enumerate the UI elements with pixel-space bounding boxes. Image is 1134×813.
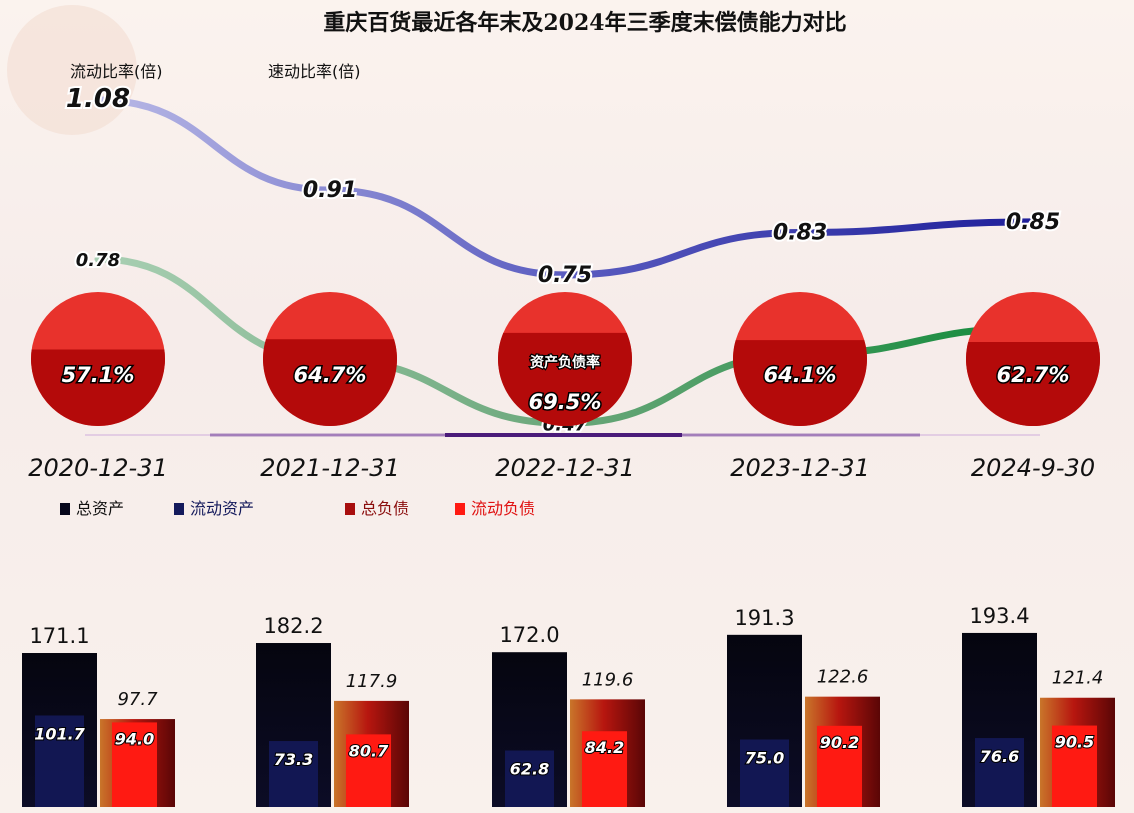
- legend-swatch-total-liabilities: [345, 503, 355, 515]
- legend-current-assets: 流动资产: [190, 499, 254, 518]
- date-label-2: 2022-12-31: [495, 454, 634, 482]
- current-ratio-label-1: 0.91: [303, 178, 357, 203]
- pie-3: 64.1%: [733, 292, 868, 426]
- pie-0: 57.1%: [30, 292, 165, 427]
- pie-fill-0: [30, 349, 165, 427]
- label-total-assets-2: 172.0: [499, 623, 559, 647]
- pie-fill-1: [263, 339, 398, 426]
- bar-current-liabilities-1: [346, 734, 391, 807]
- label-total-liabilities-0: 97.7: [117, 689, 158, 710]
- pie-2: 资产负债率 69.5%: [498, 292, 632, 426]
- bar-group-2: 172.0 119.6 62.8 84.2: [492, 623, 645, 807]
- legend-swatch-current-assets: [174, 503, 184, 515]
- pie-fill-4: [965, 341, 1100, 427]
- pie-label-0: 57.1%: [62, 363, 135, 387]
- label-current-assets-3: 75.0: [745, 749, 784, 768]
- label-current-liabilities-4: 90.5: [1055, 733, 1094, 752]
- bar-legend: 总资产 流动资产 总负债 流动负债: [60, 499, 535, 518]
- bar-current-assets-0: [35, 715, 84, 807]
- pie-fill-2: [498, 332, 632, 426]
- pie-fill-3: [733, 340, 868, 426]
- label-total-assets-1: 182.2: [263, 614, 323, 638]
- bar-current-liabilities-3: [817, 725, 862, 807]
- legend-swatch-total-assets: [60, 503, 70, 515]
- legend-swatch-current-liabilities: [455, 503, 465, 515]
- label-total-liabilities-2: 119.6: [582, 669, 634, 690]
- label-current-liabilities-1: 80.7: [349, 741, 389, 760]
- line-legend: 流动比率(倍) 速动比率(倍): [37, 62, 361, 81]
- bar-current-liabilities-2: [582, 731, 627, 807]
- legend-quick-ratio: 速动比率(倍): [268, 62, 361, 81]
- date-label-4: 2024-9-30: [971, 454, 1095, 482]
- balance-bars: 171.1 97.7 101.7 94.0 182.2 117.9 73.3 80.7 172.…: [22, 604, 1115, 807]
- chart-title: 重庆百货最近各年末及2024年三季度末偿债能力对比: [323, 10, 846, 36]
- legend-current-ratio: 流动比率(倍): [70, 62, 163, 81]
- label-total-assets-4: 193.4: [969, 604, 1029, 628]
- label-current-liabilities-2: 84.2: [585, 738, 624, 757]
- bar-current-assets-2: [505, 750, 554, 807]
- legend-total-liabilities: 总负债: [361, 499, 409, 518]
- pie-4: 62.7%: [965, 292, 1100, 427]
- label-total-assets-3: 191.3: [734, 606, 794, 630]
- pie-label-4: 62.7%: [997, 363, 1070, 387]
- bar-group-4: 193.4 121.4 76.6 90.5: [962, 604, 1115, 807]
- current-ratio-label-3: 0.83: [773, 221, 827, 246]
- date-label-1: 2021-12-31: [260, 454, 399, 482]
- bar-current-assets-4: [975, 738, 1024, 807]
- pie-1: 64.7%: [263, 292, 398, 426]
- label-current-liabilities-3: 90.2: [820, 733, 859, 752]
- pie-label-2: 69.5%: [529, 390, 602, 414]
- current-ratio-label-2: 0.75: [538, 263, 592, 288]
- bar-current-liabilities-0: [112, 722, 157, 807]
- quick-ratio-label-0: 0.78: [76, 250, 120, 271]
- pie-label-3: 64.1%: [764, 363, 837, 387]
- bar-group-3: 191.3 122.6 75.0 90.2: [727, 606, 880, 807]
- label-current-assets-0: 101.7: [34, 724, 85, 743]
- date-label-0: 2020-12-31: [28, 454, 167, 482]
- debt-ratio-pies: 57.1% 64.7% 资产负债率 69.5% 64.1% 62.7%: [30, 292, 1100, 427]
- label-total-liabilities-4: 121.4: [1052, 668, 1104, 689]
- label-total-liabilities-3: 122.6: [817, 667, 869, 688]
- bar-current-liabilities-4: [1052, 725, 1097, 807]
- pie-series-name: 资产负债率: [530, 354, 600, 371]
- pie-label-1: 64.7%: [294, 363, 367, 387]
- bar-current-assets-3: [740, 739, 789, 807]
- bar-group-1: 182.2 117.9 73.3 80.7: [256, 614, 409, 807]
- legend-total-assets: 总资产: [76, 499, 124, 518]
- ratio-lines: 1.080.910.750.830.850.780.590.470.600.65: [64, 82, 1062, 437]
- current-ratio-label-4: 0.85: [1006, 210, 1060, 235]
- bar-current-assets-1: [269, 741, 318, 807]
- label-current-assets-2: 62.8: [510, 759, 549, 778]
- label-current-assets-1: 73.3: [274, 750, 313, 769]
- legend-current-liabilities: 流动负债: [471, 499, 535, 518]
- bar-group-0: 171.1 97.7 101.7 94.0: [22, 624, 175, 807]
- label-total-liabilities-1: 117.9: [346, 671, 398, 692]
- date-label-3: 2023-12-31: [730, 454, 869, 482]
- current-ratio-label-0: 1.08: [66, 84, 130, 114]
- label-current-liabilities-0: 94.0: [115, 729, 154, 748]
- label-total-assets-0: 171.1: [29, 624, 89, 648]
- label-current-assets-4: 76.6: [980, 747, 1019, 766]
- line-current-ratio: [94, 96, 1037, 279]
- date-labels: 2020-12-31 2021-12-31 2022-12-31 2023-12-31…: [28, 454, 1095, 482]
